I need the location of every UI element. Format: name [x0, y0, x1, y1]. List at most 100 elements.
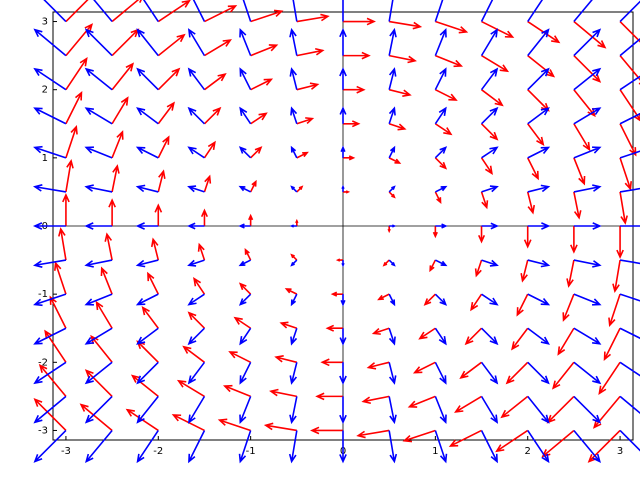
vector-arrow	[84, 184, 113, 193]
vector-arrow	[44, 329, 67, 363]
vector-arrow	[339, 67, 347, 90]
vector-arrow	[356, 429, 390, 439]
vector-arrow	[290, 145, 298, 159]
vector-arrow	[204, 39, 232, 57]
vector-arrow	[33, 145, 67, 159]
vector-arrow	[296, 82, 320, 91]
vector-arrow	[526, 157, 539, 181]
vector-arrow	[339, 396, 347, 425]
vector-arrow	[434, 396, 447, 425]
vector-arrow	[343, 51, 371, 60]
vector-arrow	[203, 174, 212, 193]
y-tick-label: -3	[38, 425, 48, 436]
vector-arrow	[33, 67, 67, 91]
vector-arrow	[315, 392, 343, 401]
x-tick-label: 2	[525, 446, 531, 457]
vector-arrow	[619, 259, 640, 265]
vector-arrow	[157, 101, 175, 125]
y-tick-label: 3	[42, 17, 48, 28]
vector-arrow	[248, 213, 254, 226]
vector-arrow	[339, 430, 347, 464]
vector-arrow	[250, 78, 274, 91]
vector-arrow	[480, 28, 499, 57]
vector-arrow	[557, 327, 575, 356]
vector-arrow	[481, 89, 504, 107]
vector-arrow	[135, 259, 159, 268]
y-tick-label: 1	[42, 153, 48, 164]
vector-arrow	[527, 107, 550, 125]
vector-arrow	[135, 222, 159, 230]
vector-arrow	[480, 157, 493, 175]
vector-arrow	[541, 429, 575, 458]
vector-arrow	[481, 259, 499, 267]
vector-arrow	[343, 120, 361, 128]
vector-arrow	[84, 67, 113, 91]
vector-arrow	[295, 218, 299, 226]
vector-arrow	[343, 155, 356, 161]
vector-arrow	[33, 327, 67, 345]
vector-arrow	[339, 328, 347, 346]
y-tick-label: -2	[38, 357, 48, 368]
vector-arrow	[573, 55, 602, 83]
vector-arrow	[619, 150, 640, 159]
vector-arrow	[587, 429, 621, 463]
vector-arrow	[111, 62, 135, 91]
vector-arrow	[573, 67, 602, 91]
vector-arrow	[389, 224, 397, 228]
vector-arrow	[616, 226, 624, 259]
vector-arrow	[187, 185, 205, 193]
vector-arrow	[619, 157, 632, 191]
vector-arrow	[84, 259, 113, 268]
vector-arrow	[290, 185, 298, 193]
vector-arrow	[187, 106, 206, 125]
vector-arrow	[233, 316, 252, 329]
vector-arrow	[238, 293, 252, 306]
vector-arrow	[573, 20, 607, 49]
vector-arrow	[187, 28, 206, 57]
vector-arrow	[388, 396, 397, 425]
vector-arrow	[33, 28, 67, 57]
vector-arrow	[342, 0, 344, 22]
vector-arrow	[377, 293, 390, 301]
vector-arrow	[434, 157, 448, 170]
vector-arrow	[434, 146, 448, 159]
vector-arrow	[480, 395, 499, 424]
vector-arrow	[481, 185, 499, 193]
vector-arrow	[340, 145, 346, 158]
vector-arrow	[343, 190, 351, 194]
y-tick-label: -1	[38, 289, 48, 300]
vector-arrow	[573, 184, 602, 193]
vector-arrow	[250, 9, 284, 23]
vector-arrow	[407, 395, 436, 408]
vector-arrow	[562, 293, 575, 322]
vector-arrow	[573, 0, 593, 23]
vector-arrow	[32, 259, 67, 268]
x-tick-label: -3	[61, 446, 71, 457]
vector-arrow	[619, 395, 640, 415]
vector-arrow	[187, 146, 205, 159]
vector-arrow	[238, 430, 252, 464]
vector-arrow	[136, 67, 159, 91]
vector-arrow	[619, 327, 640, 340]
vector-arrow	[435, 54, 464, 68]
vector-arrow	[90, 334, 113, 363]
vector-arrow	[343, 85, 366, 94]
vector-arrow	[527, 54, 556, 78]
vector-arrow	[527, 146, 551, 159]
vector-arrow	[464, 327, 483, 346]
vector-arrow	[388, 191, 396, 199]
vector-arrow	[84, 395, 113, 424]
vector-arrow	[84, 222, 113, 230]
vector-arrow	[434, 430, 448, 464]
vector-arrow	[239, 327, 252, 346]
vector-arrow	[289, 27, 298, 56]
vector-arrow	[619, 37, 640, 57]
vector-arrow	[481, 54, 510, 73]
vector-arrow	[250, 146, 263, 159]
vector-arrow	[187, 361, 206, 385]
vector-arrow	[154, 203, 163, 226]
vector-arrow	[296, 185, 304, 193]
vector-arrow	[203, 73, 227, 91]
vector-arrow	[187, 311, 206, 329]
vector-arrow	[619, 293, 640, 302]
